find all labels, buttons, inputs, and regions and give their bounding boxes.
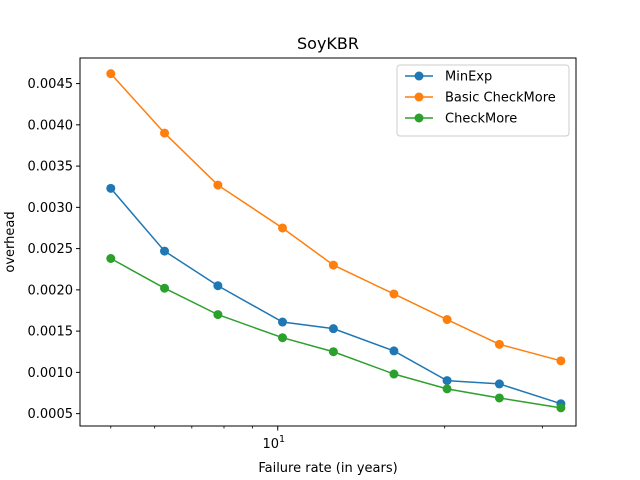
data-point [389, 369, 399, 379]
data-point [278, 223, 288, 233]
axes: 0.0005 0.0010 0.0015 0.0020 0.0025 0.0030 0.00… [28, 77, 543, 452]
data-point [160, 283, 170, 293]
y-tick-label: 0.0005 [28, 407, 74, 422]
legend-box [396, 64, 570, 137]
data-point [328, 260, 338, 270]
data-point [328, 324, 338, 334]
data-point [442, 384, 452, 394]
data-point [556, 356, 566, 366]
y-tick-label: 0.0010 [28, 366, 74, 381]
series-minexp [106, 183, 566, 409]
legend-label: Basic CheckMore [445, 91, 556, 106]
legend-label: CheckMore [445, 112, 517, 127]
data-point [106, 183, 116, 193]
data-point [278, 317, 288, 327]
y-tick-label: 0.0020 [28, 283, 74, 298]
legend-label: MinExp [445, 70, 492, 85]
y-tick-label: 0.0035 [28, 160, 74, 175]
data-point [160, 128, 170, 138]
data-point [213, 281, 223, 291]
data-point [389, 289, 399, 299]
data-point [278, 333, 288, 343]
plot-area [106, 69, 566, 413]
data-point [442, 376, 452, 386]
legend-swatch-marker [414, 71, 424, 81]
series-basic-checkmore [106, 69, 566, 366]
series-line [110, 187, 562, 405]
data-point [494, 339, 504, 349]
x-tick-label: 101 [262, 434, 285, 452]
y-tick-label: 0.0040 [28, 118, 74, 133]
legend-swatch-marker [414, 92, 424, 102]
chart-title: SoyKBR [297, 34, 359, 53]
legend-entry: Basic CheckMore [405, 91, 556, 106]
data-point [442, 315, 452, 325]
data-point [328, 347, 338, 357]
y-tick-label: 0.0025 [28, 242, 74, 257]
data-point [494, 379, 504, 389]
legend: MinExp Basic CheckMore CheckMore [396, 64, 570, 137]
plot-frame [79, 57, 577, 427]
data-point [106, 69, 116, 79]
data-point [213, 180, 223, 190]
data-point [213, 310, 223, 320]
x-axis-title: Failure rate (in years) [258, 461, 397, 476]
y-axis-title: overhead [3, 211, 18, 272]
legend-entry: CheckMore [405, 112, 517, 127]
series-checkmore [106, 254, 566, 413]
y-tick-label: 0.0045 [28, 77, 74, 92]
legend-swatch-marker [414, 113, 424, 123]
data-point [494, 393, 504, 403]
data-point [556, 403, 566, 413]
data-point [160, 246, 170, 256]
data-point [106, 254, 116, 264]
series-line [110, 257, 561, 409]
legend-entry: MinExp [405, 70, 492, 85]
y-tick-label: 0.0030 [28, 201, 74, 216]
y-tick-label: 0.0015 [28, 325, 74, 340]
data-point [389, 346, 399, 356]
